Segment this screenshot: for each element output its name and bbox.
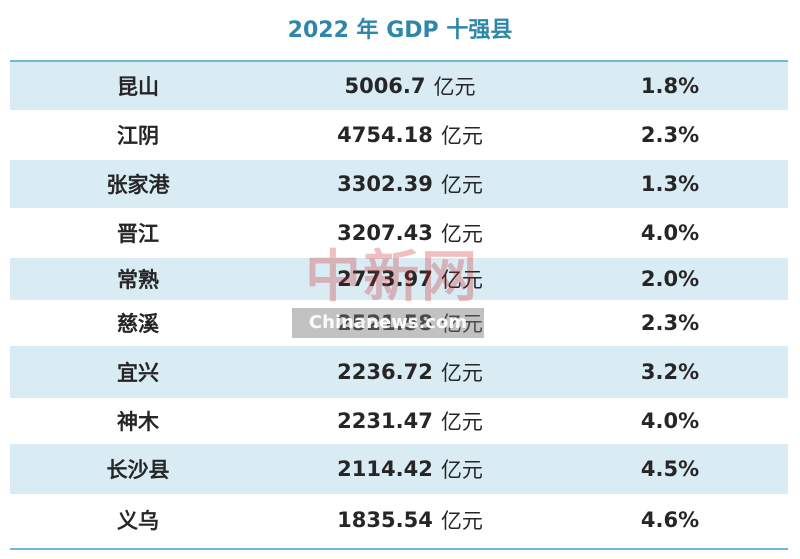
page-title: 2022 年 GDP 十强县 xyxy=(287,18,513,43)
gdp-cell: 2236.72 亿元 xyxy=(300,346,520,398)
growth-rate: 1.8% xyxy=(640,74,700,98)
bottom-divider xyxy=(10,548,788,550)
county-name: 常熟 xyxy=(117,268,159,292)
table-row: 昆山 5006.7 亿元 1.8% xyxy=(10,62,788,110)
county-name: 神木 xyxy=(117,410,159,434)
gdp-unit: 亿元 xyxy=(440,173,483,197)
growth-rate: 4.6% xyxy=(640,508,700,532)
table-row: 神木 2231.47 亿元 4.0% xyxy=(10,398,788,444)
gdp-value: 2236.72 xyxy=(337,360,433,384)
growth-rate: 2.3% xyxy=(640,123,700,147)
gdp-cell: 2521.58 亿元 xyxy=(300,300,520,346)
county-name: 义乌 xyxy=(117,509,159,533)
gdp-value: 4754.18 xyxy=(337,123,433,147)
gdp-unit: 亿元 xyxy=(440,222,483,246)
county-name: 昆山 xyxy=(117,75,159,99)
table-row: 慈溪 2521.58 亿元 2.3% xyxy=(10,300,788,346)
gdp-unit: 亿元 xyxy=(440,509,483,533)
gdp-value: 2521.58 xyxy=(337,311,433,335)
gdp-unit: 亿元 xyxy=(440,458,483,482)
gdp-value: 5006.7 xyxy=(344,74,426,98)
gdp-value: 1835.54 xyxy=(337,508,433,532)
gdp-unit: 亿元 xyxy=(440,124,483,148)
gdp-table: 昆山 5006.7 亿元 1.8% 江阴 4754.18 亿元 2.3% 张家港 3302.39 亿… xyxy=(10,62,788,546)
gdp-cell: 2231.47 亿元 xyxy=(300,398,520,444)
table-row: 宜兴 2236.72 亿元 3.2% xyxy=(10,346,788,398)
growth-rate: 4.0% xyxy=(640,221,700,245)
growth-rate: 4.0% xyxy=(640,409,700,433)
table-row: 义乌 1835.54 亿元 4.6% xyxy=(10,494,788,546)
gdp-unit: 亿元 xyxy=(440,268,483,292)
gdp-cell: 2773.97 亿元 xyxy=(300,258,520,300)
gdp-value: 2773.97 xyxy=(337,267,433,291)
gdp-cell: 1835.54 亿元 xyxy=(300,494,520,546)
table-row: 江阴 4754.18 亿元 2.3% xyxy=(10,110,788,160)
gdp-cell: 3302.39 亿元 xyxy=(300,160,520,208)
county-name: 宜兴 xyxy=(117,361,159,385)
county-name: 晋江 xyxy=(117,222,159,246)
gdp-cell: 5006.7 亿元 xyxy=(300,62,520,110)
table-row: 张家港 3302.39 亿元 1.3% xyxy=(10,160,788,208)
county-name: 张家港 xyxy=(106,173,170,197)
table-row: 长沙县 2114.42 亿元 4.5% xyxy=(10,444,788,494)
gdp-cell: 2114.42 亿元 xyxy=(300,444,520,494)
top-divider xyxy=(10,60,788,62)
growth-rate: 2.0% xyxy=(640,267,700,291)
gdp-value: 3302.39 xyxy=(337,172,433,196)
growth-rate: 3.2% xyxy=(640,360,700,384)
gdp-cell: 4754.18 亿元 xyxy=(300,110,520,160)
gdp-unit: 亿元 xyxy=(440,312,483,336)
gdp-cell: 3207.43 亿元 xyxy=(300,208,520,258)
gdp-unit: 亿元 xyxy=(440,361,483,385)
growth-rate: 4.5% xyxy=(640,457,700,481)
growth-rate: 1.3% xyxy=(640,172,700,196)
gdp-unit: 亿元 xyxy=(440,410,483,434)
gdp-value: 2231.47 xyxy=(337,409,433,433)
table-row: 常熟 2773.97 亿元 2.0% xyxy=(10,258,788,300)
growth-rate: 2.3% xyxy=(640,311,700,335)
table-row: 晋江 3207.43 亿元 4.0% xyxy=(10,208,788,258)
gdp-value: 3207.43 xyxy=(337,221,433,245)
gdp-value: 2114.42 xyxy=(337,457,433,481)
county-name: 江阴 xyxy=(117,124,159,148)
gdp-unit: 亿元 xyxy=(433,75,476,99)
county-name: 长沙县 xyxy=(106,458,170,482)
county-name: 慈溪 xyxy=(117,312,159,336)
